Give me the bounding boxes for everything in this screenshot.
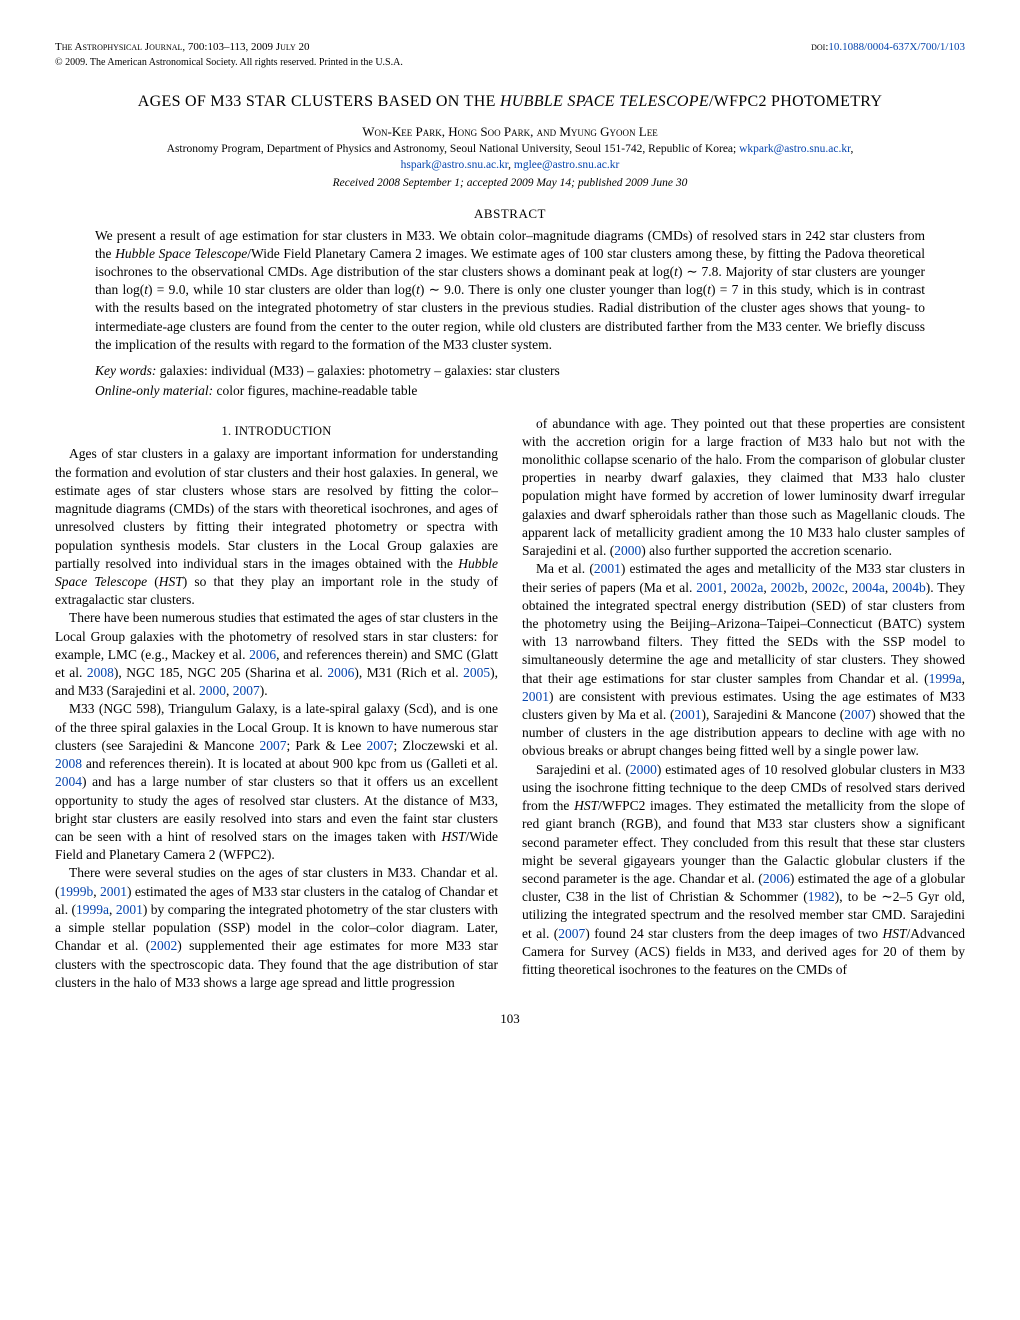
emails-line: hspark@astro.snu.ac.kr, mglee@astro.snu.… [55, 158, 965, 174]
page-number: 103 [55, 1010, 965, 1028]
para-3: M33 (NGC 598), Triangulum Galaxy, is a l… [55, 700, 498, 864]
para-4: There were several studies on the ages o… [55, 864, 498, 992]
body-columns: 1. INTRODUCTION Ages of star clusters in… [55, 415, 965, 992]
para-5: of abundance with age. They pointed out … [522, 415, 965, 561]
para-2: There have been numerous studies that es… [55, 609, 498, 700]
doi-link[interactable]: 10.1088/0004-637X/700/1/103 [828, 41, 965, 53]
journal-ref: The Astrophysical Journal, 700:103–113, … [55, 40, 309, 55]
author-list: Won-Kee Park, Hong Soo Park, and Myung G… [55, 123, 965, 141]
keywords-label: Key words: [95, 363, 156, 378]
keywords-text: galaxies: individual (M33) – galaxies: p… [160, 363, 560, 378]
para-1: Ages of star clusters in a galaxy are im… [55, 445, 498, 609]
abstract-heading: ABSTRACT [55, 205, 965, 223]
affiliation: Astronomy Program, Department of Physics… [55, 142, 965, 158]
email-link-2[interactable]: hspark@astro.snu.ac.kr [401, 159, 509, 171]
running-header: The Astrophysical Journal, 700:103–113, … [55, 40, 965, 55]
online-text: color figures, machine-readable table [216, 383, 417, 398]
submission-dates: Received 2008 September 1; accepted 2009… [55, 176, 965, 192]
email-link-3[interactable]: mglee@astro.snu.ac.kr [514, 159, 619, 171]
keywords-line: Key words: galaxies: individual (M33) – … [95, 362, 925, 380]
para-7: Sarajedini et al. (2000) estimated ages … [522, 761, 965, 980]
copyright-line: © 2009. The American Astronomical Societ… [55, 56, 965, 70]
email-link-1[interactable]: wkpark@astro.snu.ac.kr [739, 143, 850, 155]
abstract-text: We present a result of age estimation fo… [95, 227, 925, 355]
paper-title: AGES OF M33 STAR CLUSTERS BASED ON THE H… [55, 91, 965, 113]
para-6: Ma et al. (2001) estimated the ages and … [522, 560, 965, 760]
online-material-line: Online-only material: color figures, mac… [95, 382, 925, 400]
online-label: Online-only material: [95, 383, 213, 398]
section-1-title: 1. INTRODUCTION [55, 423, 498, 440]
doi-block: doi:10.1088/0004-637X/700/1/103 [811, 40, 965, 55]
